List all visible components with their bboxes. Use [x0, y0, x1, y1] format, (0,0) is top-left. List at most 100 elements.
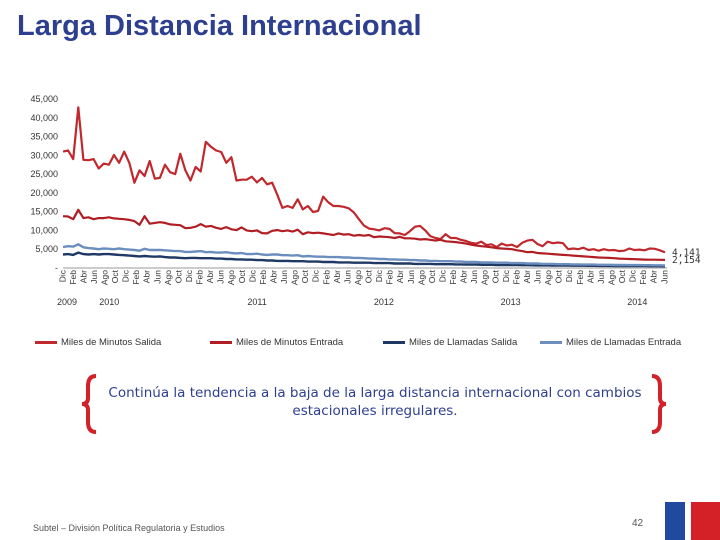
x-month-label: Oct	[554, 269, 564, 283]
x-month-label: Jun	[469, 270, 479, 284]
y-tick-label: -	[55, 263, 58, 273]
legend-label: Miles de Minutos Entrada	[236, 337, 344, 348]
x-month-label: Dic	[57, 269, 67, 282]
page-title: Larga Distancia Internacional	[17, 10, 422, 42]
x-month-label: Jun	[659, 270, 669, 284]
x-month-label: Oct	[237, 269, 247, 283]
x-year-label: 2010	[99, 297, 119, 307]
x-month-label: Dic	[247, 269, 257, 282]
x-month-label: Feb	[638, 270, 648, 285]
footer-source: Subtel – División Política Regulatoria y…	[33, 523, 225, 533]
x-month-label: Abr	[78, 270, 88, 283]
x-month-label: Feb	[131, 270, 141, 285]
end-value-label: 4,141	[672, 247, 701, 258]
x-year-label: 2012	[374, 297, 394, 307]
x-month-label: Oct	[300, 269, 310, 283]
x-month-label: Oct	[617, 269, 627, 283]
line-chart: - 5,000 10,000 15,000 20,000 25,000 30,000 35,0…	[30, 94, 701, 307]
chile-flag-logo	[665, 502, 720, 540]
x-month-label: Oct	[173, 269, 183, 283]
x-month-label: Jun	[216, 270, 226, 284]
x-month-label: Ago	[543, 270, 553, 285]
x-month-label: Feb	[258, 270, 268, 285]
legend-swatch	[540, 341, 562, 344]
y-tick-label: 35,000	[30, 132, 58, 142]
x-month-label: Abr	[459, 270, 469, 283]
end-value-label: 2,154	[672, 255, 701, 266]
x-year-label: 2013	[501, 297, 521, 307]
x-month-label: Dic	[564, 269, 574, 282]
x-month-label: Feb	[448, 270, 458, 285]
x-month-label: Oct	[490, 269, 500, 283]
callout-text: Continúa la tendencia a la baja de la la…	[108, 385, 642, 419]
x-month-label: Abr	[649, 270, 659, 283]
x-month-label: Abr	[585, 270, 595, 283]
chart-legend: Miles de Minutos Salida Miles de Minutos …	[0, 337, 720, 351]
y-tick-label: 10,000	[30, 225, 58, 235]
x-month-label: Dic	[628, 269, 638, 282]
legend-label: Miles de Llamadas Entrada	[566, 337, 682, 348]
x-month-label: Dic	[374, 269, 384, 282]
x-month-label: Ago	[480, 270, 490, 285]
x-month-label: Ago	[163, 270, 173, 285]
y-tick-label: 5,000	[35, 244, 58, 254]
x-month-label: Jun	[89, 270, 99, 284]
x-month-label: Abr	[522, 270, 532, 283]
legend-swatch	[35, 341, 57, 344]
page-number: 42	[632, 518, 644, 529]
x-month-label: Oct	[110, 269, 120, 283]
y-tick-label: 15,000	[30, 207, 58, 217]
x-month-label: Ago	[226, 270, 236, 285]
x-month-label: Abr	[395, 270, 405, 283]
x-year-label: 2014	[627, 297, 647, 307]
x-month-label: Jun	[342, 270, 352, 284]
x-month-label: Jun	[279, 270, 289, 284]
x-month-label: Feb	[511, 270, 521, 285]
series-line-3	[62, 251, 666, 268]
x-month-label: Feb	[68, 270, 78, 285]
x-month-label: Jun	[406, 270, 416, 284]
x-month-label: Ago	[416, 270, 426, 285]
legend-label: Miles de Llamadas Salida	[409, 337, 518, 348]
legend-item: Miles de Llamadas Entrada	[540, 337, 681, 348]
series-line-1	[62, 106, 666, 254]
x-month-label: Ago	[353, 270, 363, 285]
legend-item: Miles de Llamadas Salida	[383, 337, 517, 348]
legend-swatch	[383, 341, 405, 344]
x-month-label: Jun	[152, 270, 162, 284]
x-month-label: Feb	[575, 270, 585, 285]
callout-braces	[81, 374, 667, 434]
x-month-label: Abr	[268, 270, 278, 283]
x-month-label: Dic	[501, 269, 511, 282]
series-line-4	[62, 243, 666, 267]
x-month-label: Dic	[121, 269, 131, 282]
x-month-label: Ago	[290, 270, 300, 285]
x-month-label: Dic	[184, 269, 194, 282]
x-month-label: Ago	[606, 270, 616, 285]
x-month-label: Feb	[321, 270, 331, 285]
callout-box: Continúa la tendencia a la baja de la la…	[80, 374, 670, 434]
x-month-label: Abr	[205, 270, 215, 283]
y-tick-label: 45,000	[30, 94, 58, 104]
x-year-label: 2009	[57, 297, 77, 307]
x-month-label: Oct	[364, 269, 374, 283]
x-month-label: Abr	[332, 270, 342, 283]
x-month-label: Feb	[385, 270, 395, 285]
x-month-label: Jun	[596, 270, 606, 284]
x-month-label: Jun	[533, 270, 543, 284]
y-tick-label: 40,000	[30, 113, 58, 123]
x-month-label: Abr	[142, 270, 152, 283]
legend-item: Miles de Minutos Entrada	[210, 337, 343, 348]
x-month-label: Ago	[99, 270, 109, 285]
y-tick-label: 25,000	[30, 169, 58, 179]
legend-label: Miles de Minutos Salida	[61, 337, 162, 348]
legend-item: Miles de Minutos Salida	[35, 337, 161, 348]
x-month-label: Dic	[311, 269, 321, 282]
y-tick-label: 30,000	[30, 150, 58, 160]
series-line-2	[62, 208, 666, 261]
x-month-label: Oct	[427, 269, 437, 283]
legend-swatch	[210, 341, 232, 344]
y-tick-label: 20,000	[30, 188, 58, 198]
x-year-label: 2011	[247, 297, 266, 307]
x-month-label: Feb	[195, 270, 205, 285]
